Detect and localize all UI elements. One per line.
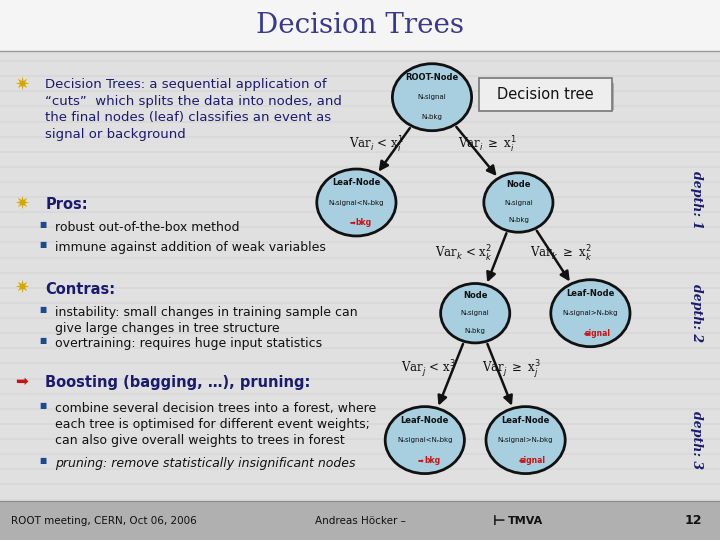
Ellipse shape [551,280,630,347]
Text: Var$_k$ < x$_k^2$: Var$_k$ < x$_k^2$ [435,244,492,264]
Text: bkg: bkg [424,456,440,465]
Text: Decision tree: Decision tree [497,87,594,102]
Text: Leaf-Node: Leaf-Node [566,288,615,298]
Text: ■: ■ [40,240,47,249]
Bar [0,0,720,51]
Text: Leaf-Node: Leaf-Node [332,178,381,187]
Text: signal: signal [520,456,546,465]
FancyBboxPatch shape [479,78,612,111]
Text: ■: ■ [40,305,47,314]
Ellipse shape [484,173,553,232]
Text: combine several decision trees into a forest, where
each tree is optimised for d: combine several decision trees into a fo… [55,402,377,447]
Text: ➡: ➡ [583,330,589,336]
Text: Node: Node [506,180,531,189]
Text: Node: Node [463,291,487,300]
Text: ■: ■ [40,220,47,229]
Text: ✷: ✷ [14,194,30,212]
Text: ■: ■ [40,456,47,465]
Text: ✷: ✷ [14,76,30,93]
Text: Leaf-Node: Leaf-Node [501,415,550,424]
Text: Nₙsignal: Nₙsignal [418,94,446,100]
Text: ➡: ➡ [418,457,423,463]
Text: Nₙbkg: Nₙbkg [465,328,485,334]
Text: Pros:: Pros: [45,197,88,212]
Text: ➡: ➡ [349,220,355,226]
Text: bkg: bkg [356,218,372,227]
Text: ■: ■ [40,336,47,345]
Text: Andreas Höcker –: Andreas Höcker – [315,516,405,525]
Text: ✷: ✷ [14,279,30,297]
Text: ➡: ➡ [518,457,524,463]
Text: depth: 3: depth: 3 [690,411,703,469]
Text: ⊢: ⊢ [493,514,506,528]
Text: Nₙsignal<Nₙbkg: Nₙsignal<Nₙbkg [397,437,453,443]
Text: immune against addition of weak variables: immune against addition of weak variable… [55,241,326,254]
Text: depth: 2: depth: 2 [690,284,703,342]
Text: Var$_k$ $\geq$ x$_k^2$: Var$_k$ $\geq$ x$_k^2$ [530,244,592,264]
Text: Nₙsignal: Nₙsignal [461,310,490,316]
Text: ROOT meeting, CERN, Oct 06, 2006: ROOT meeting, CERN, Oct 06, 2006 [11,516,197,525]
Text: 12: 12 [685,514,702,527]
Text: ➡: ➡ [15,374,28,389]
Text: Nₙsignal<Nₙbkg: Nₙsignal<Nₙbkg [328,199,384,206]
Text: Var$_i$ $\geq$ x$_i^1$: Var$_i$ $\geq$ x$_i^1$ [458,134,517,155]
Text: depth: 1: depth: 1 [690,171,703,229]
Text: Leaf-Node: Leaf-Node [400,415,449,424]
Ellipse shape [486,407,565,474]
Ellipse shape [392,64,472,131]
Ellipse shape [385,407,464,474]
Text: pruning: remove statistically insignificant nodes: pruning: remove statistically insignific… [55,457,356,470]
Text: Var$_j$ < x$_j^3$: Var$_j$ < x$_j^3$ [401,359,456,381]
Text: Boosting (bagging, …), pruning:: Boosting (bagging, …), pruning: [45,375,311,390]
Text: Var$_i$ < x$_i^1$: Var$_i$ < x$_i^1$ [348,134,403,155]
Bar [0,501,720,540]
Ellipse shape [317,169,396,236]
Text: robust out-of-the-box method: robust out-of-the-box method [55,221,240,234]
Text: Nₙsignal: Nₙsignal [504,199,533,206]
Text: overtraining: requires huge input statistics: overtraining: requires huge input statis… [55,338,323,350]
Text: Decision Trees: Decision Trees [256,12,464,39]
Text: Nₙsignal>Nₙbkg: Nₙsignal>Nₙbkg [498,437,554,443]
Text: instability: small changes in training sample can
give large changes in tree str: instability: small changes in training s… [55,306,358,335]
Text: Nₙbkg: Nₙbkg [508,217,528,224]
Text: Contras:: Contras: [45,282,115,297]
Ellipse shape [441,284,510,343]
Text: signal: signal [585,329,611,338]
Text: TMVA: TMVA [508,516,543,525]
Bar [485,83,614,110]
Text: ROOT-Node: ROOT-Node [405,72,459,82]
Text: Nₙsignal>Nₙbkg: Nₙsignal>Nₙbkg [562,310,618,316]
Text: ■: ■ [40,401,47,410]
Text: Var$_j$ $\geq$ x$_j^3$: Var$_j$ $\geq$ x$_j^3$ [482,359,541,381]
Text: Nₙbkg: Nₙbkg [422,114,442,120]
Text: Decision Trees: a sequential application of
“cuts”  which splits the data into n: Decision Trees: a sequential application… [45,78,342,141]
